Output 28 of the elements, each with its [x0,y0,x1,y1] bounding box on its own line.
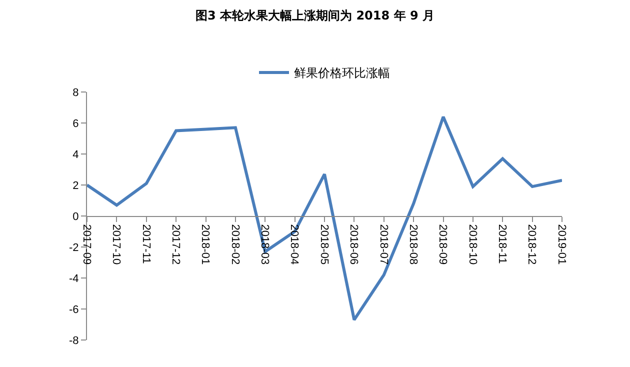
y-tick-label: -8 [69,334,79,347]
x-tick-label: 2018-06 [348,224,360,265]
x-tick-label: 2018-03 [258,224,271,265]
x-tick-label: 2017-11 [140,224,152,264]
x-tick-label: 2018-01 [199,224,212,265]
x-tick-label: 2017-09 [80,224,92,265]
y-tick-label: 4 [72,148,79,161]
x-tick-label: 2017-10 [110,224,122,265]
y-tick-label: -2 [69,242,79,254]
y-tick-label: 6 [72,118,79,130]
y-tick-label: 2 [72,180,79,192]
x-tick-label: 2018-02 [228,224,241,265]
x-tick-label: 2018-12 [526,224,538,265]
y-tick-label: -6 [69,304,79,316]
x-tick-label: 2018-07 [377,224,390,265]
x-tick-label: 2018-05 [318,224,330,265]
y-tick-label: -4 [69,272,79,285]
chart-title: 图3 本轮水果大幅上涨期间为 2018 年 9 月 [196,8,434,22]
x-tick-label: 2018-09 [436,224,449,265]
legend-label: 鲜果价格环比涨幅 [294,66,390,80]
x-tick-label: 2018-08 [406,224,419,265]
x-tick-label: 2018-11 [496,224,508,264]
x-tick-label: 2018-10 [466,224,478,265]
y-tick-label: 0 [72,210,79,223]
y-tick-label: 8 [72,86,79,99]
x-tick-label: 2019-01 [555,224,568,265]
x-tick-label: 2017-12 [169,224,182,265]
x-tick-label: 2018-04 [288,224,300,265]
